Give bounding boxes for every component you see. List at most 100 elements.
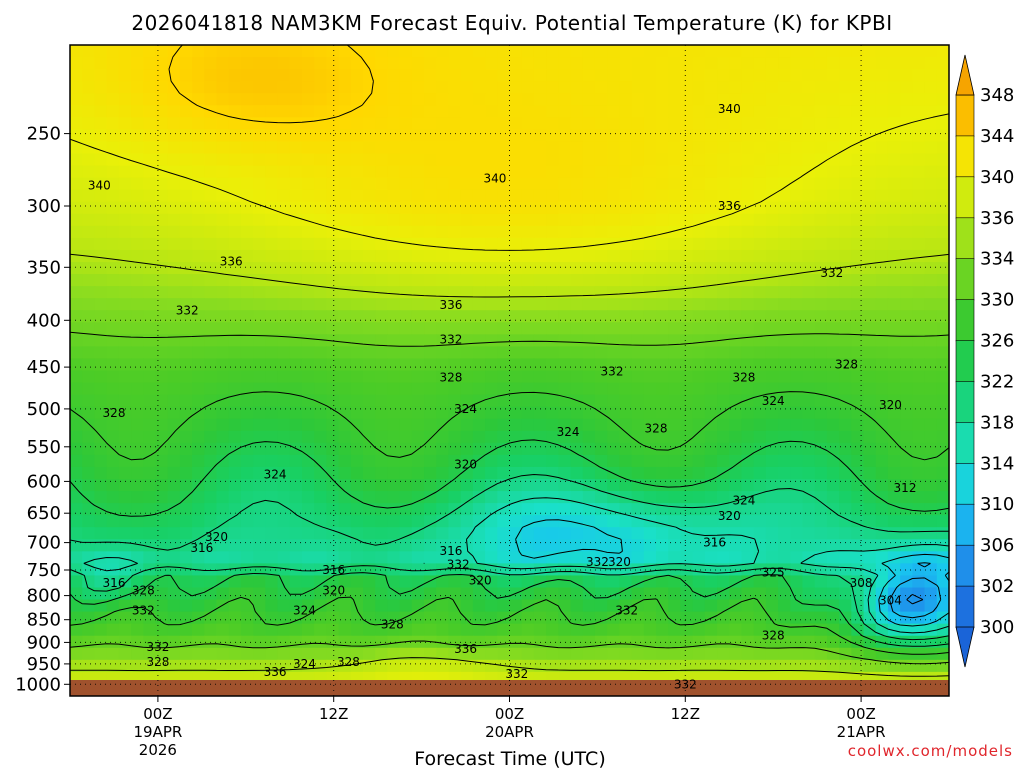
field-cell	[594, 177, 608, 191]
field-cell	[118, 394, 132, 408]
field-cell	[350, 442, 364, 456]
field-cell	[692, 225, 706, 239]
field-cell	[167, 286, 181, 299]
field-cell	[497, 57, 511, 70]
field-cell	[741, 370, 755, 384]
field-cell	[558, 286, 572, 299]
field-cell	[424, 274, 437, 287]
field-cell	[558, 406, 572, 420]
field-cell	[668, 165, 682, 179]
field-cell	[582, 298, 596, 311]
field-cell	[387, 45, 401, 58]
field-cell	[765, 69, 779, 82]
field-cell	[436, 430, 450, 444]
field-cell	[204, 382, 218, 396]
field-cell	[619, 213, 633, 227]
field-cell	[851, 310, 865, 323]
field-cell	[497, 141, 511, 155]
field-cell	[875, 274, 889, 287]
field-cell	[204, 454, 218, 468]
field-cell	[582, 587, 596, 601]
field-cell	[289, 153, 303, 167]
field-cell	[570, 647, 584, 661]
field-cell	[289, 430, 303, 444]
field-cell	[375, 635, 389, 649]
field-cell	[765, 466, 779, 480]
field-cell	[411, 527, 425, 540]
field-cell	[582, 575, 596, 589]
field-cell	[631, 358, 645, 372]
field-cell	[204, 647, 218, 661]
field-cell	[643, 225, 657, 239]
field-cell	[704, 45, 718, 58]
field-cell	[363, 141, 376, 155]
field-cell	[582, 430, 596, 444]
field-cell	[912, 177, 926, 191]
field-cell	[875, 286, 889, 299]
field-cell	[851, 249, 865, 263]
field-cell	[143, 286, 157, 299]
field-cell	[216, 623, 230, 637]
field-cell	[179, 45, 193, 58]
field-cell	[680, 575, 694, 589]
field-cell	[314, 237, 327, 251]
field-cell	[326, 141, 340, 155]
field-cell	[301, 262, 315, 275]
field-cell	[94, 262, 108, 275]
field-cell	[887, 189, 901, 203]
field-cell	[558, 382, 572, 396]
field-cell	[778, 237, 791, 251]
field-cell	[656, 370, 669, 384]
field-cell	[936, 69, 949, 82]
field-cell	[472, 69, 486, 82]
field-cell	[656, 418, 669, 432]
field-cell	[607, 201, 620, 215]
field-cell	[253, 93, 266, 106]
field-cell	[118, 81, 132, 94]
field-cell	[643, 57, 657, 70]
field-cell	[753, 274, 767, 287]
field-cell	[729, 466, 743, 480]
field-cell	[131, 370, 144, 384]
field-cell	[216, 503, 230, 516]
field-cell	[277, 418, 291, 432]
field-cell	[265, 141, 279, 155]
field-cell	[497, 406, 511, 420]
field-cell	[643, 575, 657, 589]
field-cell	[851, 105, 865, 118]
field-cell	[558, 141, 572, 155]
field-cell	[70, 105, 83, 118]
field-cell	[192, 418, 205, 432]
field-cell	[668, 81, 682, 94]
field-cell	[570, 454, 584, 468]
field-cell	[631, 189, 645, 203]
field-cell	[607, 298, 620, 311]
contour-label: 336	[220, 255, 243, 269]
field-cell	[546, 551, 559, 564]
field-cell	[912, 659, 926, 673]
field-cell	[814, 515, 828, 528]
field-cell	[448, 298, 462, 311]
field-cell	[802, 647, 816, 661]
field-cell	[790, 659, 804, 673]
field-cell	[778, 117, 791, 130]
field-cell	[558, 57, 572, 70]
field-cell	[814, 479, 828, 492]
field-cell	[729, 213, 743, 227]
field-cell	[717, 69, 730, 82]
field-cell	[875, 430, 889, 444]
field-cell	[765, 334, 779, 347]
field-cell	[192, 274, 205, 287]
field-cell	[485, 45, 498, 58]
field-cell	[875, 635, 889, 649]
field-cell	[265, 358, 279, 372]
field-cell	[375, 575, 389, 589]
field-cell	[265, 57, 279, 70]
field-cell	[436, 262, 450, 275]
field-cell	[546, 442, 559, 456]
field-cell	[326, 527, 340, 540]
field-cell	[656, 105, 669, 118]
field-cell	[118, 298, 132, 311]
field-cell	[167, 479, 181, 492]
field-cell	[253, 298, 266, 311]
